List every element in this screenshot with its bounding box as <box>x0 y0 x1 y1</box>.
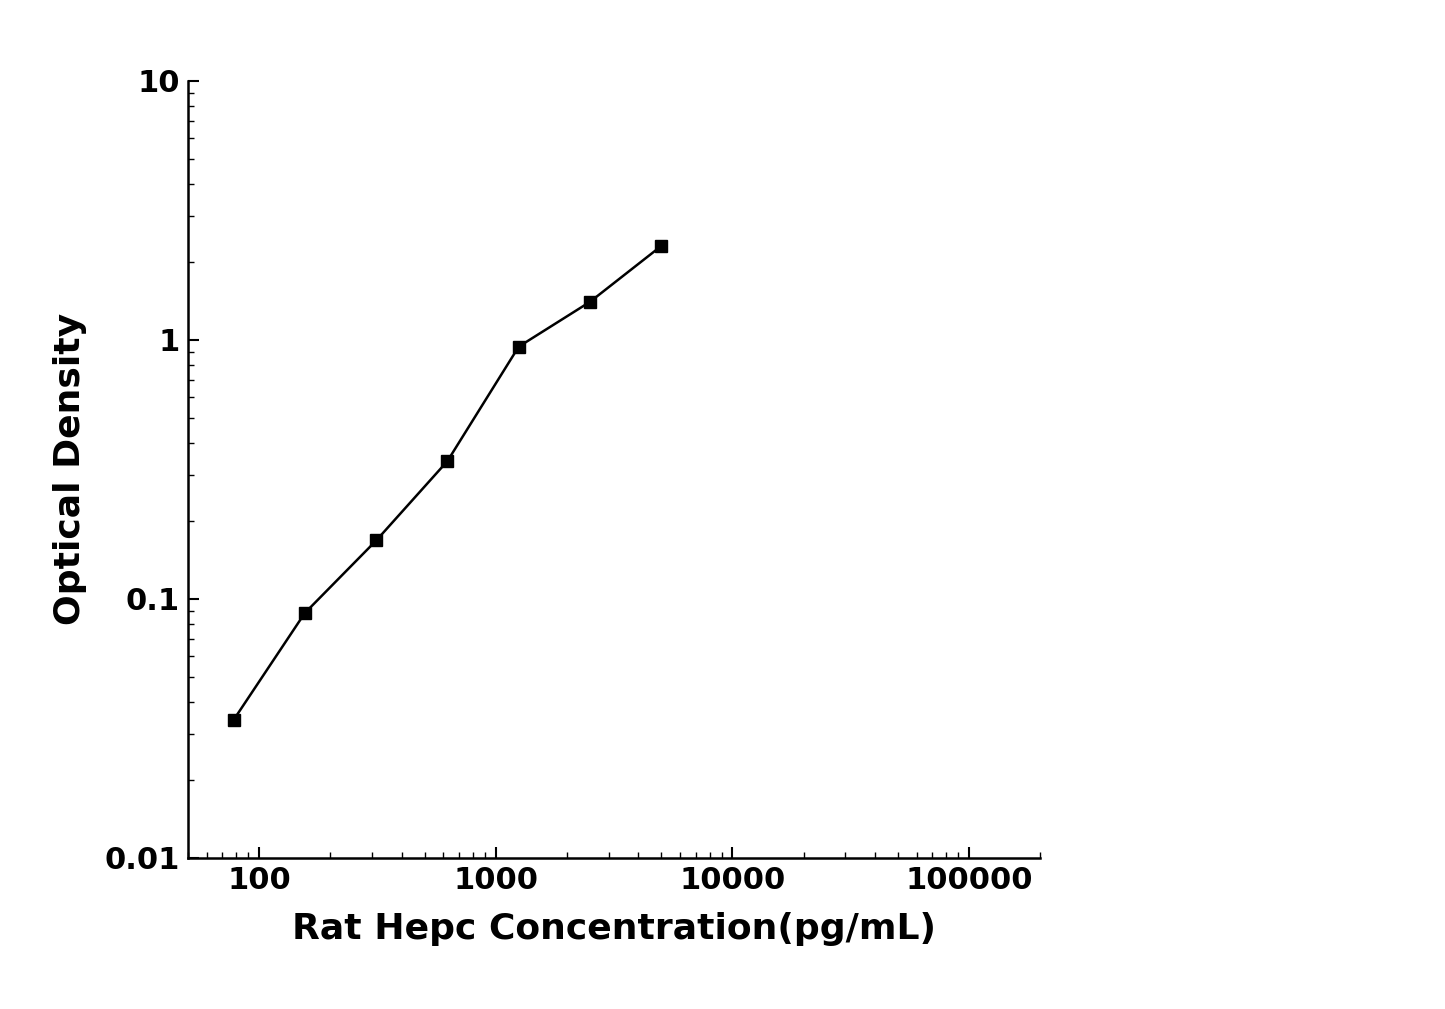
Y-axis label: Optical Density: Optical Density <box>53 313 88 626</box>
X-axis label: Rat Hepc Concentration(pg/mL): Rat Hepc Concentration(pg/mL) <box>292 912 936 945</box>
